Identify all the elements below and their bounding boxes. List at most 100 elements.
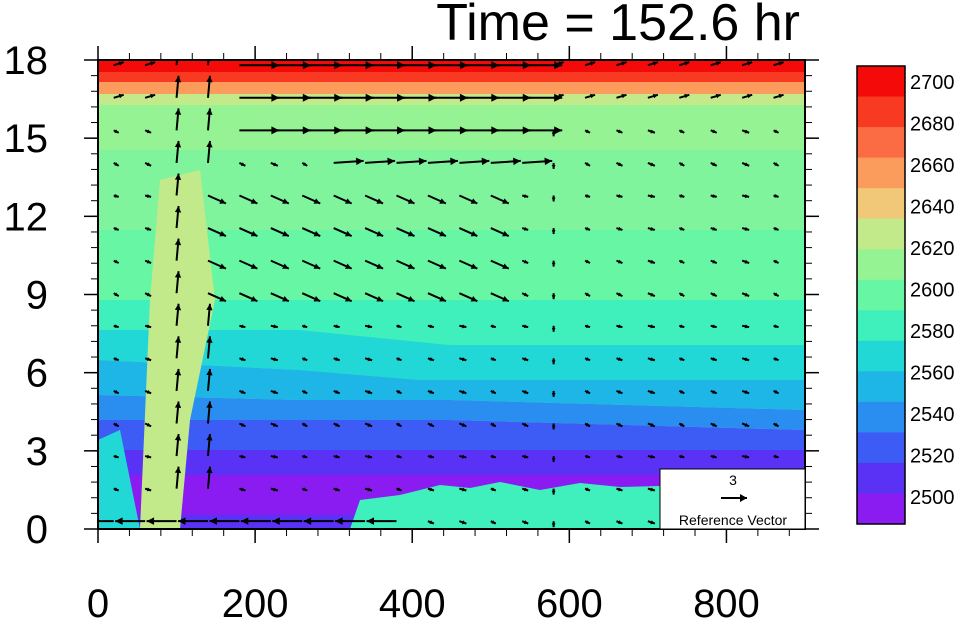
vector-head [551,490,556,495]
vector-head [807,423,811,427]
vector-head [461,324,467,329]
vector-head [439,198,446,204]
vector-head [397,324,402,328]
vector-head [551,230,556,235]
vector-head [273,422,278,427]
vector-head [206,140,213,148]
vector-head [585,357,591,361]
vector-head [175,43,181,50]
vector-head [585,129,591,133]
vector-head [712,129,717,134]
vector-head [439,296,446,302]
vector-head [250,198,258,204]
vector-head [744,129,750,134]
vector-head [206,434,213,441]
vector-head [502,296,509,302]
vector-head [376,263,384,269]
vector-head [774,357,779,361]
vector-head [747,61,753,66]
vector-head [680,226,685,231]
vector-head [744,194,750,199]
vector-head [585,454,591,459]
vector-head [206,401,213,409]
vector-head [554,61,563,70]
vector-head [273,487,278,492]
vector-head [650,129,655,134]
vector-head [810,61,815,65]
vector-head [313,230,321,237]
vector-shaft [175,60,179,66]
vector-head [585,487,591,491]
vector-head [590,93,596,99]
colorbar-label: 2580 [910,321,955,343]
vector-head [744,390,750,394]
vector-head [807,520,811,524]
colorbar-swatch [857,401,905,433]
vector-head [680,389,685,394]
vector-head [807,129,811,133]
vector-head [585,292,591,297]
vector-head [621,61,627,66]
vector-head [747,93,753,99]
band-low2 [98,395,805,430]
vector-head [774,324,779,328]
vector-head [712,422,717,427]
vector-head [617,162,623,166]
y-tick-label: 9 [26,274,48,318]
vector-head [523,422,529,427]
vector-head [585,389,591,394]
vector-head [335,517,343,525]
vector-head [429,520,434,524]
reference-vector-box: 3 Reference Vector [659,468,806,530]
vector-head [439,263,446,269]
vector-head [313,263,321,269]
vector-head [206,466,213,474]
vector-head [376,296,384,302]
vector-head [807,487,811,491]
vector-shaft [804,64,805,66]
vector-head [174,206,182,213]
vector-head [146,226,152,231]
vector-head [807,455,811,459]
vector-head [712,226,717,231]
vector-head [114,357,119,361]
vector-head [418,157,427,166]
vector-head [470,198,478,204]
y-tick-label: 15 [4,117,49,161]
vector-head [355,157,364,166]
colorbar-swatch [857,66,905,98]
colorbar-swatch [857,157,905,189]
x-tick-label: 400 [379,582,446,618]
vector-head [146,517,155,525]
band-lowmid [98,330,805,380]
x-axis: 0 200 400 600 800 [87,46,790,618]
vector-head [118,61,124,66]
vector-head [491,454,496,459]
vector-head [650,520,655,525]
vector-head [618,389,623,394]
vector-head [585,162,591,166]
y-axis: 0 3 6 9 12 15 18 [4,39,819,552]
vector-head [241,487,246,492]
vector-head [282,198,289,204]
vector-head [146,454,152,459]
vector-head [774,422,779,427]
vector-head [174,336,182,343]
y-tick-label: 0 [26,508,48,552]
band-low3 [98,420,805,450]
vector-head [114,194,119,198]
vector-head [118,93,124,99]
vector-head [585,226,591,231]
colorbar-label: 2500 [910,487,955,509]
vector-head [585,259,591,264]
vector-head [174,271,182,278]
vector-head [240,517,249,525]
vector-head [774,129,779,133]
vector-head [650,259,655,264]
y-tick-label: 6 [26,352,48,396]
vector-head [650,357,655,362]
vector-head [778,61,784,66]
vector-head [744,292,750,297]
vector-head [429,454,434,459]
vector-head [551,197,556,202]
